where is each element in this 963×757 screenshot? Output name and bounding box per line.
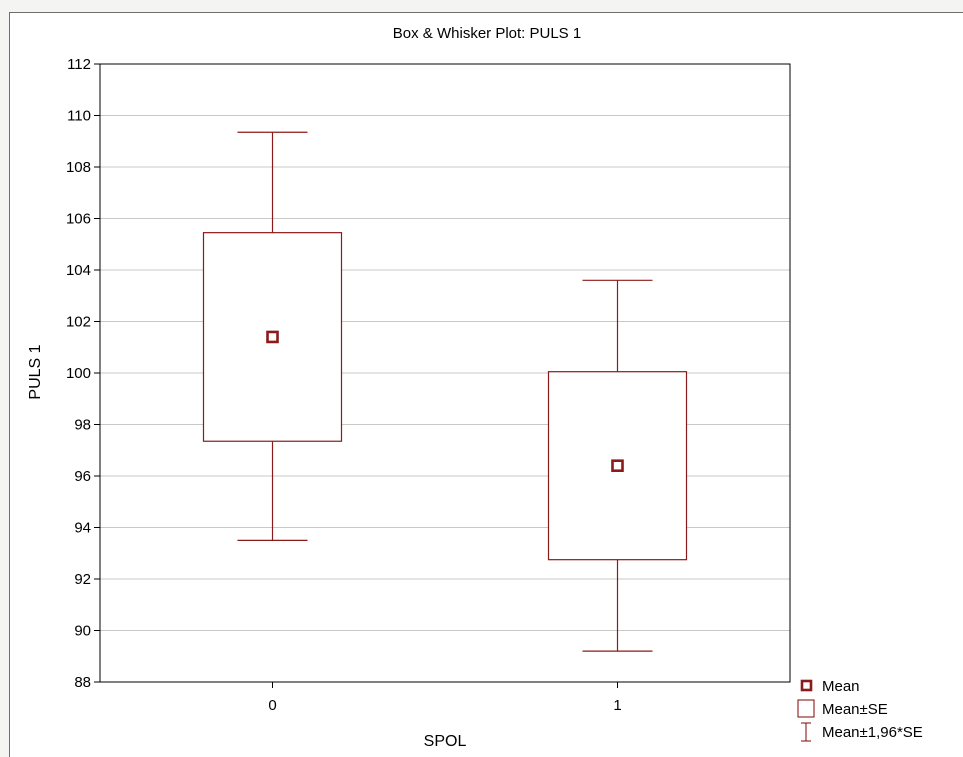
box-group (202, 131, 343, 541)
y-tick-label: 92 (74, 571, 91, 588)
box-group (547, 279, 688, 652)
y-tick-label: 96 (74, 468, 91, 485)
y-tick-label: 94 (74, 520, 91, 537)
plot-frame (99, 63, 791, 683)
y-tick-label: 98 (74, 417, 91, 434)
legend-item: Mean±1,96*SE (801, 722, 923, 742)
y-tick-label: 106 (66, 211, 91, 228)
mean-marker (266, 330, 279, 344)
y-tick-label: 102 (66, 314, 91, 331)
legend-label: Mean (822, 678, 860, 695)
legend-mean-icon (800, 679, 813, 692)
y-tick-label: 88 (74, 674, 91, 691)
x-axis-title: SPOL (424, 733, 467, 750)
y-tick-label: 90 (74, 623, 91, 640)
legend-item: Mean (800, 678, 860, 695)
chart-title: Box & Whisker Plot: PULS 1 (393, 25, 581, 42)
y-tick-label: 104 (66, 262, 91, 279)
y-tick-label: 110 (67, 108, 91, 125)
chart-panel (9, 12, 963, 757)
legend-box-icon (797, 699, 815, 718)
x-tick-label: 0 (268, 697, 276, 714)
axes: 88 90 92 94 96 98 100 102 104 106 108 110 112 0 1 (66, 56, 791, 714)
y-axis-title: PULS 1 (27, 344, 44, 399)
y-tick-label: 100 (66, 365, 91, 382)
y-tick-label: 112 (67, 56, 91, 73)
grid-lines (100, 115, 790, 631)
legend-item: Mean±SE (797, 699, 888, 718)
x-tick-label: 1 (613, 697, 621, 714)
mean-marker (611, 459, 624, 473)
y-tick-label: 108 (66, 159, 91, 176)
legend-label: Mean±1,96*SE (822, 724, 923, 741)
boxes (202, 131, 688, 652)
legend-label: Mean±SE (822, 701, 888, 718)
legend: Mean Mean±SE Mean±1,96*SE (797, 678, 923, 742)
